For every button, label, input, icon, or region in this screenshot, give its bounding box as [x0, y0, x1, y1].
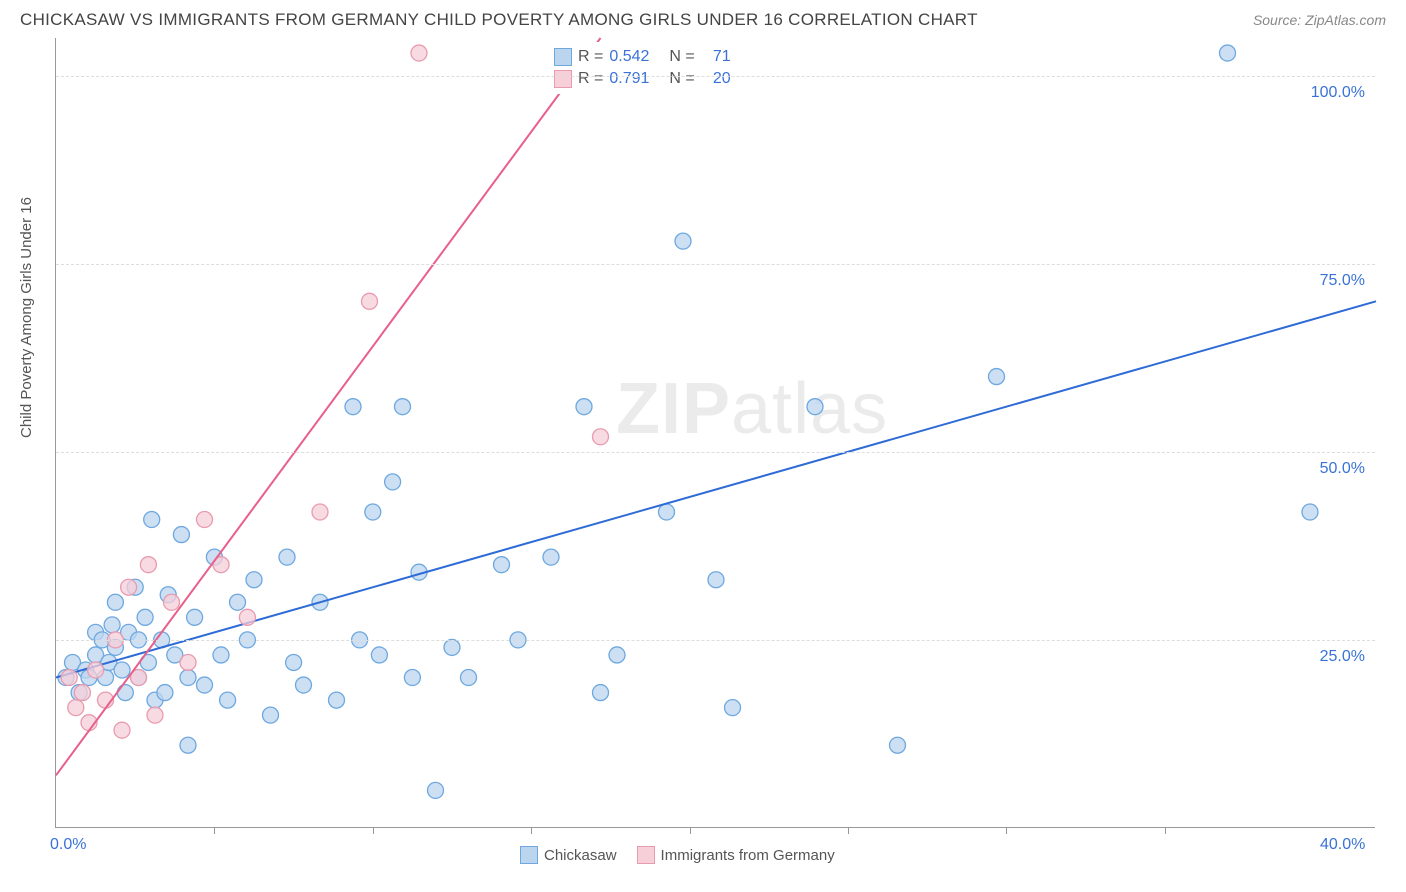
- plot-svg: [56, 38, 1375, 827]
- data-point: [104, 617, 120, 633]
- data-point: [989, 369, 1005, 385]
- data-point: [1302, 504, 1318, 520]
- data-point: [593, 429, 609, 445]
- data-point: [68, 700, 84, 716]
- data-point: [117, 685, 133, 701]
- gridline: [56, 76, 1375, 77]
- data-point: [180, 654, 196, 670]
- data-point: [708, 572, 724, 588]
- data-point: [1220, 45, 1236, 61]
- data-point: [494, 557, 510, 573]
- data-point: [147, 707, 163, 723]
- data-point: [659, 504, 675, 520]
- legend-swatch: [554, 48, 572, 66]
- data-point: [576, 399, 592, 415]
- x-tick-mark: [848, 828, 849, 834]
- data-point: [263, 707, 279, 723]
- legend-item: Immigrants from Germany: [637, 846, 835, 864]
- data-point: [345, 399, 361, 415]
- data-point: [404, 670, 420, 686]
- data-point: [187, 609, 203, 625]
- y-tick-label: 100.0%: [1311, 84, 1365, 102]
- plot-area: ZIPatlas R =0.542N =71R =0.791N =20 25.0…: [55, 38, 1375, 828]
- chart-header: CHICKASAW VS IMMIGRANTS FROM GERMANY CHI…: [0, 0, 1406, 38]
- data-point: [114, 662, 130, 678]
- data-point: [213, 647, 229, 663]
- legend-correlation: R =0.542N =71R =0.791N =20: [546, 42, 739, 94]
- data-point: [411, 45, 427, 61]
- data-point: [180, 737, 196, 753]
- x-tick-mark: [373, 828, 374, 834]
- chart-container: Child Poverty Among Girls Under 16 ZIPat…: [0, 38, 1406, 888]
- legend-series: Chickasaw Immigrants from Germany: [520, 846, 835, 864]
- y-tick-label: 50.0%: [1320, 460, 1365, 478]
- x-tick-mark: [531, 828, 532, 834]
- x-tick-label: 40.0%: [1320, 836, 1365, 854]
- data-point: [365, 504, 381, 520]
- data-point: [543, 549, 559, 565]
- gridline: [56, 264, 1375, 265]
- legend-row: R =0.791N =20: [554, 68, 731, 90]
- data-point: [144, 512, 160, 528]
- data-point: [395, 399, 411, 415]
- y-tick-label: 75.0%: [1320, 272, 1365, 290]
- data-point: [286, 654, 302, 670]
- legend-label: Immigrants from Germany: [661, 847, 835, 864]
- legend-swatch: [520, 846, 538, 864]
- data-point: [609, 647, 625, 663]
- data-point: [890, 737, 906, 753]
- x-tick-mark: [1006, 828, 1007, 834]
- x-tick-mark: [1165, 828, 1166, 834]
- gridline: [56, 640, 1375, 641]
- data-point: [220, 692, 236, 708]
- data-point: [121, 579, 137, 595]
- data-point: [239, 609, 255, 625]
- data-point: [296, 677, 312, 693]
- x-tick-mark: [690, 828, 691, 834]
- data-point: [246, 572, 262, 588]
- data-point: [107, 594, 123, 610]
- legend-swatch: [554, 70, 572, 88]
- data-point: [140, 557, 156, 573]
- data-point: [461, 670, 477, 686]
- trend-line: [56, 38, 601, 775]
- data-point: [157, 685, 173, 701]
- data-point: [230, 594, 246, 610]
- data-point: [725, 700, 741, 716]
- data-point: [675, 233, 691, 249]
- legend-row: R =0.542N =71: [554, 46, 731, 68]
- y-axis-label: Child Poverty Among Girls Under 16: [18, 197, 35, 438]
- gridline: [56, 452, 1375, 453]
- x-tick-label: 0.0%: [50, 836, 86, 854]
- data-point: [385, 474, 401, 490]
- data-point: [180, 670, 196, 686]
- data-point: [362, 293, 378, 309]
- data-point: [593, 685, 609, 701]
- data-point: [312, 504, 328, 520]
- data-point: [137, 609, 153, 625]
- y-tick-label: 25.0%: [1320, 648, 1365, 666]
- chart-title: CHICKASAW VS IMMIGRANTS FROM GERMANY CHI…: [20, 10, 978, 30]
- data-point: [61, 670, 77, 686]
- legend-label: Chickasaw: [544, 847, 617, 864]
- data-point: [197, 512, 213, 528]
- data-point: [329, 692, 345, 708]
- data-point: [164, 594, 180, 610]
- data-point: [807, 399, 823, 415]
- legend-item: Chickasaw: [520, 846, 617, 864]
- data-point: [173, 527, 189, 543]
- data-point: [114, 722, 130, 738]
- data-point: [74, 685, 90, 701]
- data-point: [88, 662, 104, 678]
- chart-source: Source: ZipAtlas.com: [1253, 12, 1386, 28]
- legend-swatch: [637, 846, 655, 864]
- x-tick-mark: [214, 828, 215, 834]
- data-point: [371, 647, 387, 663]
- data-point: [279, 549, 295, 565]
- data-point: [197, 677, 213, 693]
- data-point: [444, 639, 460, 655]
- data-point: [428, 782, 444, 798]
